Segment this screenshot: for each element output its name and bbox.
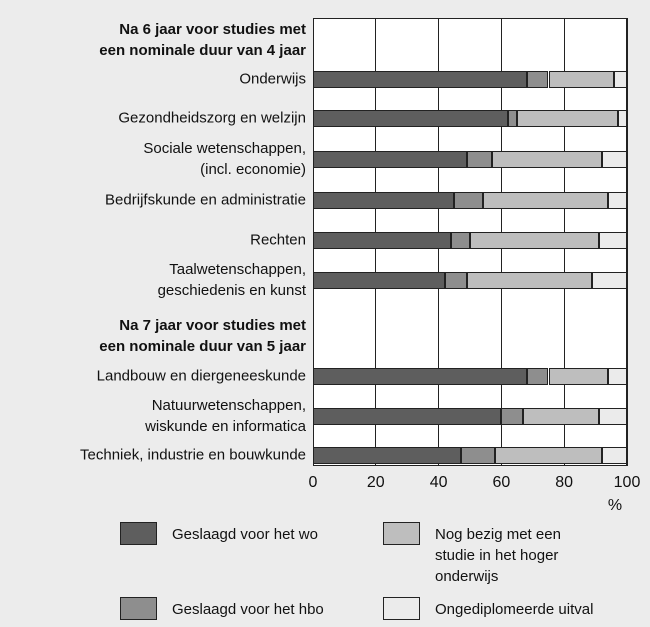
legend-label: Geslaagd voor het hbo bbox=[172, 601, 324, 618]
bar-segment bbox=[313, 110, 508, 127]
bar-segment bbox=[548, 71, 615, 88]
group-title: Na 6 jaar voor studies met een nominale … bbox=[99, 21, 306, 59]
bar-segment bbox=[526, 368, 549, 385]
category-label: Rechten bbox=[250, 231, 306, 249]
bar-segment bbox=[460, 447, 496, 464]
bar-segment bbox=[313, 151, 467, 168]
x-tick-label: 20 bbox=[366, 474, 385, 491]
bar-segment bbox=[313, 408, 502, 425]
bar-segment bbox=[491, 151, 602, 168]
bar-segment bbox=[466, 272, 593, 289]
category-label: Sociale wetenschappen, (incl. economie) bbox=[143, 140, 306, 178]
legend-swatch bbox=[120, 522, 157, 545]
bar-segment bbox=[614, 71, 627, 88]
bar-segment bbox=[608, 192, 627, 209]
bar-segment bbox=[601, 447, 627, 464]
x-tick-label: 80 bbox=[555, 474, 574, 491]
bar-segment bbox=[313, 232, 452, 249]
x-tick-label: 60 bbox=[492, 474, 511, 491]
bar-segment bbox=[598, 408, 627, 425]
bar-segment bbox=[313, 447, 461, 464]
bar-segment bbox=[466, 151, 492, 168]
bar-segment bbox=[313, 272, 445, 289]
bar-segment bbox=[501, 408, 524, 425]
bar-segment bbox=[507, 110, 518, 127]
category-label: Bedrijfskunde en administratie bbox=[105, 191, 306, 209]
bar-segment bbox=[598, 232, 627, 249]
bar-segment bbox=[608, 368, 627, 385]
category-label: Gezondheidszorg en welzijn bbox=[118, 109, 306, 127]
bar-segment bbox=[313, 71, 527, 88]
legend-label: Geslaagd voor het wo bbox=[172, 526, 318, 543]
bar-segment bbox=[454, 192, 483, 209]
bar-segment bbox=[548, 368, 609, 385]
legend-swatch bbox=[120, 597, 157, 620]
bar-segment bbox=[470, 232, 599, 249]
category-label: Taalwetenschappen, geschiedenis en kunst bbox=[157, 261, 306, 299]
legend-label: Nog bezig met een studie in het hoger on… bbox=[435, 526, 561, 585]
bar-segment bbox=[526, 71, 549, 88]
legend-label: Ongediplomeerde uitval bbox=[435, 601, 594, 618]
group-title: Na 7 jaar voor studies met een nominale … bbox=[99, 317, 306, 355]
bar-segment bbox=[313, 192, 455, 209]
bar-segment bbox=[451, 232, 470, 249]
category-label: Onderwijs bbox=[239, 70, 306, 88]
bar-segment bbox=[523, 408, 599, 425]
category-label: Techniek, industrie en bouwkunde bbox=[80, 446, 306, 464]
legend-swatch bbox=[383, 522, 420, 545]
bar-segment bbox=[517, 110, 618, 127]
x-tick-label: 40 bbox=[429, 474, 448, 491]
bar-segment bbox=[617, 110, 627, 127]
x-tick-label: 0 bbox=[308, 474, 318, 491]
bar-segment bbox=[592, 272, 627, 289]
grid-line bbox=[626, 18, 628, 466]
x-tick-label: 100 bbox=[613, 474, 641, 491]
category-label: Landbouw en diergeneeskunde bbox=[96, 367, 306, 385]
bar-segment bbox=[495, 447, 602, 464]
bar-segment bbox=[313, 368, 527, 385]
x-axis-label: % bbox=[607, 497, 623, 514]
category-label: Natuurwetenschappen, wiskunde en informa… bbox=[145, 397, 306, 435]
bar-segment bbox=[601, 151, 627, 168]
legend-swatch bbox=[383, 597, 420, 620]
bar-segment bbox=[444, 272, 467, 289]
bar-segment bbox=[482, 192, 609, 209]
